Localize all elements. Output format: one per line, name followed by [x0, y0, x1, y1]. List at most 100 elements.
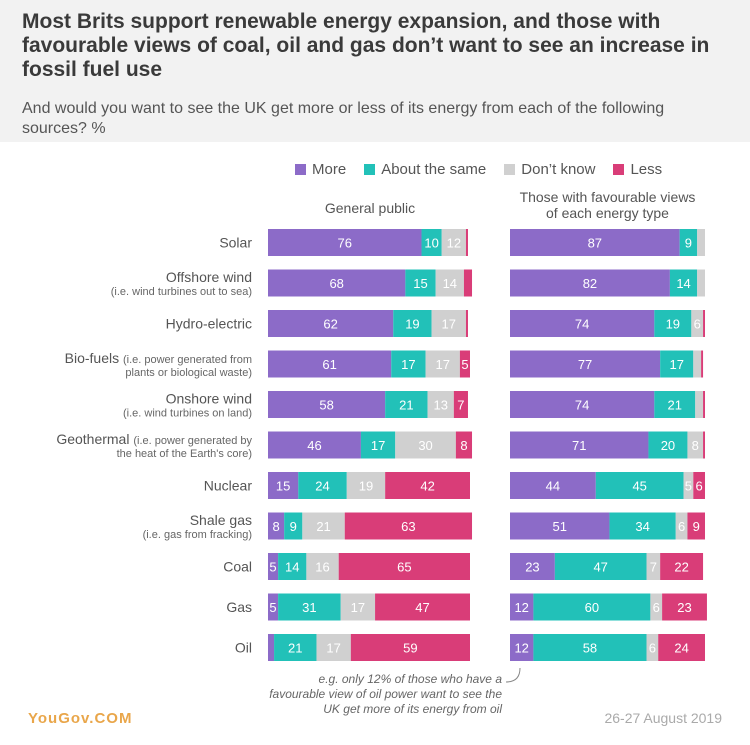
bar-favourable-views-more [510, 350, 661, 378]
bar-general-public-about-the-same [385, 391, 428, 418]
chart-subtitle: And would you want to see the UK get mor… [22, 100, 665, 137]
data-label: 68 [329, 276, 343, 291]
data-label: 82 [583, 276, 597, 291]
data-label: 58 [319, 398, 333, 413]
bar-favourable-views-more [510, 593, 534, 621]
data-label: 14 [443, 276, 457, 291]
bar-general-public-more [268, 269, 406, 297]
bar-general-public-more [268, 634, 275, 661]
data-label: 46 [307, 438, 321, 453]
bar-general-public-don-t-know [427, 391, 454, 418]
bar-favourable-views-about-the-same [669, 269, 698, 297]
legend-label: More [312, 160, 347, 178]
bar-favourable-views-more [510, 269, 670, 297]
bar-general-public-about-the-same [298, 472, 347, 499]
bar-general-public-more [268, 593, 279, 621]
legend-swatch [295, 163, 306, 175]
bar-favourable-views-less [687, 512, 705, 540]
bar-general-public-don-t-know [425, 350, 460, 378]
bar-favourable-views-about-the-same [654, 310, 692, 337]
header-band [0, 0, 750, 142]
category-label: Hydro-electric [166, 316, 252, 332]
data-label: 42 [420, 479, 434, 494]
data-label: 15 [276, 479, 290, 494]
bar-favourable-views-about-the-same [660, 350, 694, 378]
data-label: 6 [678, 519, 685, 534]
data-label: 62 [323, 317, 337, 332]
data-label: 7 [457, 398, 464, 413]
bar-favourable-views-about-the-same [533, 634, 647, 661]
bar-general-public-less [385, 472, 470, 499]
legend-item-less: Less [613, 161, 662, 178]
data-label: 7 [650, 560, 657, 575]
data-label: 5 [269, 560, 276, 575]
data-label: 77 [578, 357, 592, 372]
data-label: 12 [514, 600, 528, 615]
legend-label: About the same [381, 160, 487, 178]
bar-general-public-about-the-same [278, 553, 307, 580]
data-label: 9 [290, 519, 297, 534]
bar-favourable-views-more [510, 512, 610, 540]
bar-general-public-about-the-same [421, 229, 442, 256]
data-label: 51 [552, 519, 566, 534]
bar-favourable-views-less [658, 634, 705, 661]
legend-item-about-the-same: About the same [364, 161, 486, 178]
data-label: 59 [403, 641, 417, 656]
bar-general-public-about-the-same [393, 310, 432, 337]
bar-favourable-views-don-t-know [695, 391, 704, 418]
bar-favourable-views-about-the-same [595, 472, 684, 499]
data-label: 5 [461, 357, 468, 372]
bar-favourable-views-less [703, 431, 705, 459]
data-label: 8 [272, 519, 279, 534]
data-label: 6 [696, 479, 703, 494]
bar-general-public-don-t-know [395, 431, 456, 459]
data-label: 65 [397, 560, 411, 575]
data-label: 44 [546, 479, 560, 494]
data-label: 71 [572, 438, 586, 453]
data-label: 60 [585, 600, 599, 615]
data-label: 17 [401, 357, 415, 372]
bar-general-public-don-t-know [435, 269, 464, 297]
annotation-arrow [505, 667, 521, 683]
bar-favourable-views-less [703, 310, 705, 337]
annotation-note: e.g. only 12% of those who have a favour… [269, 672, 502, 716]
category-label: Nuclear [204, 478, 253, 494]
bar-general-public-don-t-know [302, 512, 345, 540]
data-label: 20 [661, 438, 675, 453]
category-label: Oil [235, 640, 252, 656]
category-label: Coal [223, 559, 252, 575]
data-label: 21 [399, 398, 413, 413]
bar-general-public-don-t-know [340, 593, 376, 621]
data-label: 6 [694, 317, 701, 332]
bar-general-public-less [344, 512, 473, 540]
data-label: 17 [669, 357, 683, 372]
bar-general-public-less [463, 269, 473, 297]
bar-general-public-don-t-know [346, 472, 386, 499]
panel-title-line: Those with favourable views [519, 189, 696, 205]
category-label: Solar [219, 235, 252, 251]
data-label: 23 [677, 600, 691, 615]
data-label: 5 [685, 479, 692, 494]
bar-favourable-views-more [510, 391, 655, 418]
bar-favourable-views-more [510, 431, 649, 459]
bar-favourable-views-less [701, 350, 704, 378]
data-label: 76 [338, 236, 352, 251]
data-label: 87 [588, 236, 602, 251]
data-label: 30 [418, 438, 432, 453]
data-label: 6 [649, 641, 656, 656]
bar-general-public-more [268, 350, 392, 378]
data-label: 58 [583, 641, 597, 656]
bar-general-public-less [459, 350, 470, 378]
data-label: 47 [415, 600, 429, 615]
bar-general-public-less [453, 391, 468, 418]
bar-general-public-about-the-same [278, 593, 341, 621]
data-label: 8 [692, 438, 699, 453]
data-label: 17 [351, 600, 365, 615]
bar-general-public-more [268, 391, 386, 418]
data-label: 23 [525, 560, 539, 575]
bar-general-public-more [268, 229, 422, 256]
category-label: Onshore wind [166, 391, 252, 407]
data-label: 17 [326, 641, 340, 656]
bar-favourable-views-don-t-know [687, 431, 704, 459]
